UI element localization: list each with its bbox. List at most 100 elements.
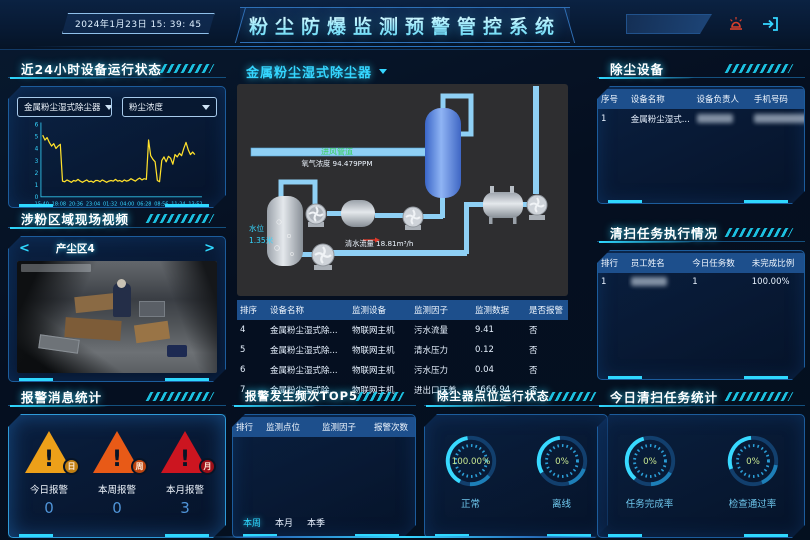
panel-title-cleaning-tasks: 清扫任务执行情况 <box>610 225 719 241</box>
svg-text:11:24: 11:24 <box>171 202 185 208</box>
gauge-label: 正常 <box>460 499 480 510</box>
user-info-redacted <box>626 14 712 34</box>
chevron-down-icon <box>202 105 210 110</box>
svg-text:4: 4 <box>35 147 39 153</box>
alarm-stat-month: ! 月 本月报警 3 <box>151 431 218 517</box>
device-status-body: 金属粉尘湿式除尘器 粉尘浓度 0 1 2 3 4 5 6 15:40 18:08 20:36 23:… <box>8 86 226 208</box>
alarm-stat-today: ! 日 今日报警 0 <box>15 431 82 517</box>
gauge-normal: 100.00% 正常 <box>441 431 501 510</box>
cctv-worker <box>113 283 131 317</box>
hatch-decoration <box>724 227 794 237</box>
panel-title-today-cleaning: 今日清扫任务统计 <box>610 389 719 405</box>
svg-text:3: 3 <box>35 159 39 165</box>
pipe-label: 进风管道 <box>321 147 353 157</box>
table-row: 6 金属粉尘湿式除... 物联网主机 污水压力 0.04 否 <box>240 365 538 376</box>
page-title: 粉尘防爆监测预警管控系统 <box>249 12 561 39</box>
gauge-ring: 0% <box>620 431 680 491</box>
pump-icon <box>311 243 335 270</box>
chevron-down-icon <box>105 105 112 110</box>
panel-title-equipment: 除尘设备 <box>610 61 665 77</box>
cctv-worker-head <box>117 279 126 288</box>
today-cleaning-body: 0% 任务完成率 0% 检查通过率 <box>597 414 805 538</box>
svg-text:6: 6 <box>35 123 39 129</box>
gauge-offline: 0% 离线 <box>532 431 592 510</box>
collector-status-body: 100.00% 正常 0% 离线 <box>424 414 608 538</box>
pump-icon <box>526 194 548 220</box>
alarm-stat-count: 3 <box>180 499 190 517</box>
gauge-label: 离线 <box>551 499 571 510</box>
week-badge: 周 <box>131 458 148 475</box>
device-status-line-chart: 0 1 2 3 4 5 6 15:40 18:08 20:36 23:04 01:32 04:00 06:… <box>16 119 218 211</box>
table-header-row: 序号 设备名称 设备负责人 手机号码 <box>598 89 804 109</box>
tab-this-week[interactable]: 本周 <box>243 519 262 529</box>
video-zone-label: 产尘区4 <box>55 242 95 255</box>
cleaning-tasks-body: 排行 员工姓名 今日任务数 未完成比例 1 1 100.00% <box>597 250 805 380</box>
hatch-decoration <box>145 391 215 401</box>
siren-alarm-icon[interactable] <box>726 14 746 34</box>
svg-text:08:56: 08:56 <box>154 202 168 208</box>
chevron-down-icon <box>379 69 388 74</box>
monitor-table: 排序 设备名称 监测设备 监测因子 监测数据 是否报警 4 金属粉尘湿式除... 物… <box>237 300 568 400</box>
svg-text:1: 1 <box>35 183 39 189</box>
panel-collector-status: 除尘器点位运行状态 100.00% 正常 <box>424 386 608 538</box>
chevron-left-icon[interactable]: < <box>19 240 30 256</box>
svg-text:20:36: 20:36 <box>69 202 83 208</box>
gauge-value: 0% <box>746 457 760 467</box>
alarm-stat-count: 0 <box>112 499 122 517</box>
gas-concentration-label: 氧气浓度 94.479PPM <box>301 159 372 168</box>
panel-title-site-video: 涉粉区域现场视频 <box>21 211 130 227</box>
panel-today-cleaning: 今日清扫任务统计 0% 任务完成率 0% <box>597 386 805 538</box>
svg-text:01:32: 01:32 <box>103 202 117 208</box>
gauge-inspection-pass: 0% 检查通过率 <box>723 431 783 510</box>
hatch-decoration <box>159 63 215 73</box>
gauge-ring: 100.00% <box>441 431 501 491</box>
alarm-stats-body: ! 日 今日报警 0 ! 周 本周报警 0 ! 月 本月报警 <box>8 414 226 538</box>
panel-title-alarm-stats: 报警消息统计 <box>21 389 103 405</box>
device-select[interactable]: 金属粉尘湿式除尘器 <box>17 97 112 117</box>
tab-this-month[interactable]: 本月 <box>275 519 294 529</box>
diagram-title[interactable]: 金属粉尘湿式除尘器 <box>246 62 388 81</box>
process-diagram: 进风管道 氧气浓度 94.479PPM 水位 1.35米 清水流量 18.81m… <box>237 84 568 296</box>
gauge-value: 0% <box>555 457 569 467</box>
hatch-decoration <box>547 391 597 401</box>
pump-icon <box>402 206 424 230</box>
chevron-right-icon[interactable]: > <box>204 240 215 256</box>
redacted-employee-name <box>631 277 667 286</box>
hatch-decoration <box>724 63 794 73</box>
panel-title-alarm-top5: 报警发生频次TOP5 <box>245 389 359 403</box>
alarm-stat-count: 0 <box>44 499 54 517</box>
datetime-display: 2024年1月23日 15: 39: 45 <box>62 13 215 34</box>
gauge-label: 任务完成率 <box>625 499 674 510</box>
gauge-task-completion: 0% 任务完成率 <box>620 431 680 510</box>
gauge-ring: 0% <box>723 431 783 491</box>
svg-text:04:00: 04:00 <box>120 202 134 208</box>
table-header-row: 排行 员工姓名 今日任务数 未完成比例 <box>598 253 804 273</box>
table-row: 4 金属粉尘湿式除... 物联网主机 污水流量 9.41 否 <box>240 325 538 336</box>
tab-this-quarter[interactable]: 本季 <box>307 519 326 529</box>
redacted-owner <box>697 114 733 123</box>
alarm-stat-label: 本周报警 <box>97 485 136 496</box>
pump-icon <box>305 203 327 227</box>
svg-text:18:08: 18:08 <box>52 202 66 208</box>
bottom-frame-decoration <box>202 536 608 538</box>
table-row: 1 金属粉尘湿式... <box>598 109 804 129</box>
cctv-cardboard-box <box>134 321 170 344</box>
table-row: 1 1 100.00% <box>601 277 790 287</box>
svg-text:5: 5 <box>35 135 39 141</box>
table-header-row: 排行 监测点位 监测因子 报警次数 <box>233 417 415 437</box>
cctv-object <box>167 345 187 357</box>
panel-equipment: 除尘设备 序号 设备名称 设备负责人 手机号码 1 金属粉尘湿式... <box>597 58 805 204</box>
gauge-value: 100.00% <box>451 457 490 467</box>
site-video-body: < 产尘区4 > <box>8 236 226 382</box>
hatch-decoration <box>145 213 215 223</box>
logout-icon[interactable] <box>760 14 780 34</box>
equipment-body: 序号 设备名称 设备负责人 手机号码 1 金属粉尘湿式... <box>597 86 805 204</box>
flow-label: 清水流量 18.81m³/h <box>345 239 413 248</box>
svg-text:0: 0 <box>35 195 39 201</box>
hatch-decoration <box>724 391 794 401</box>
cctv-bin <box>139 301 165 317</box>
day-badge: 日 <box>63 458 80 475</box>
metric-select[interactable]: 粉尘浓度 <box>122 97 217 117</box>
alarm-stat-week: ! 周 本周报警 0 <box>83 431 150 517</box>
hatch-decoration <box>355 391 405 401</box>
